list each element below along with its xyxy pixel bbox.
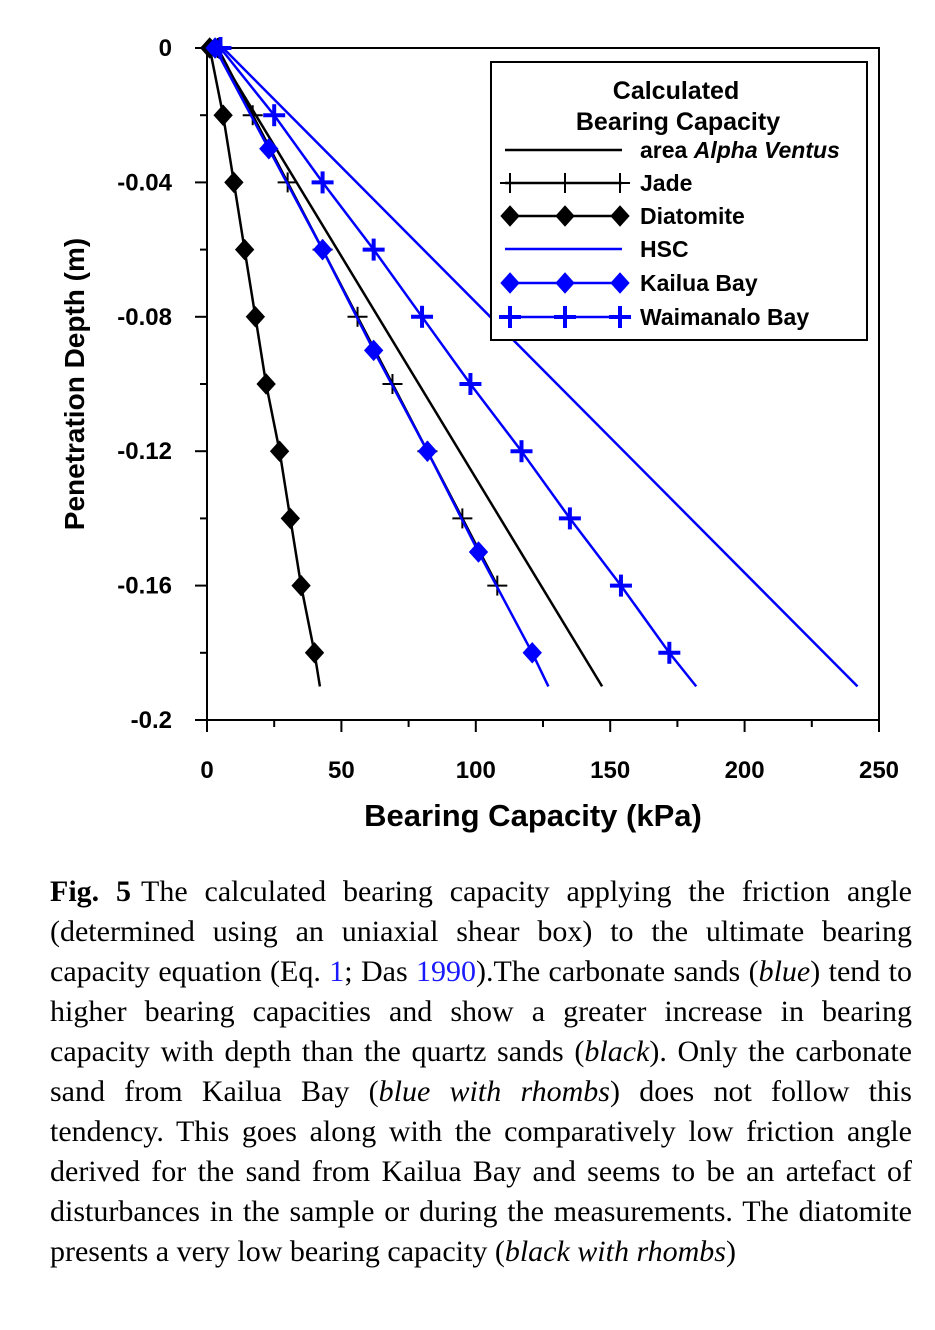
data-point-diatomite (245, 306, 266, 328)
data-point-jade (242, 105, 263, 126)
y-tick-label: -0.08 (117, 304, 172, 331)
x-tick-label: 100 (456, 757, 496, 784)
y-tick-label: 0 (159, 35, 172, 62)
legend-entry-diatomite: Diatomite (500, 203, 745, 229)
caption-italic-black-rhombs: black with rhombs (504, 1235, 726, 1268)
legend-marker (555, 173, 575, 193)
figure-caption: Fig. 5 The calculated bearing capacity ap… (50, 872, 912, 1272)
legend-title-line2: Bearing Capacity (576, 108, 780, 136)
legend-marker (500, 173, 520, 193)
data-point-diatomite (291, 574, 311, 597)
legend-marker (554, 306, 576, 328)
caption-citation-link[interactable]: 1990 (416, 955, 477, 988)
x-tick-label: 150 (590, 757, 630, 784)
caption-text-2: ; Das (344, 955, 417, 988)
legend-entries: area Alpha VentusJadeDiatomiteHSCKailua … (499, 137, 840, 330)
caption-equation-link[interactable]: 1 (329, 955, 345, 988)
legend: Calculated Bearing Capacity area Alpha V… (490, 61, 868, 341)
legend-marker (555, 205, 575, 227)
y-axis-label: Penetration Depth (m) (59, 238, 90, 530)
data-point-kailua-bay (259, 138, 279, 160)
data-point-waimanalo-bay (311, 171, 334, 194)
caption-text-3: ).The carbonate sands ( (476, 955, 759, 988)
data-point-kailua-bay (468, 541, 489, 563)
caption-text-5: ). Only the carbonate sand from Kailua B… (50, 1035, 912, 1108)
caption-label: Fig. 5 (50, 875, 132, 908)
data-point-diatomite (213, 104, 233, 126)
y-tick-label: -0.04 (117, 169, 172, 196)
legend-entry-kailua-bay: Kailua Bay (500, 270, 758, 296)
series-line-kailua-bay (213, 47, 550, 687)
legend-entry-hsc: HSC (505, 236, 689, 262)
data-point-waimanalo-bay (510, 440, 533, 463)
data-point-waimanalo-bay (609, 574, 632, 597)
data-point-waimanalo-bay (263, 104, 286, 127)
legend-marker (500, 272, 520, 294)
series-kailua-bay (205, 37, 550, 687)
legend-label: Kailua Bay (640, 270, 758, 296)
series-layer (200, 37, 859, 688)
data-point-kailua-bay (312, 238, 333, 261)
bearing-capacity-chart: 0 50 100 150 200 250 0 -0.04 -0.08 -0.12 -0.16 -0.2… (59, 35, 899, 833)
data-point-waimanalo-bay (209, 37, 232, 59)
data-point-kailua-bay (417, 440, 438, 462)
legend-entry-waimanalo-bay: Waimanalo Bay (499, 304, 809, 330)
data-point-diatomite (224, 171, 244, 194)
x-tick-label: 250 (859, 757, 899, 784)
legend-entry-jade: Jade (500, 170, 692, 196)
series-diatomite (200, 37, 325, 687)
y-tick-label: -0.12 (117, 438, 172, 465)
legend-label: Diatomite (640, 203, 745, 229)
series-waimanalo-bay (209, 37, 698, 688)
legend-box (490, 61, 868, 341)
data-point-diatomite (280, 507, 301, 530)
legend-label: HSC (640, 236, 689, 262)
axis-ticks (195, 47, 880, 732)
data-point-waimanalo-bay (459, 373, 482, 395)
legend-label: Waimanalo Bay (640, 304, 809, 330)
data-point-diatomite (234, 238, 255, 261)
series-line-hsc (222, 47, 859, 688)
caption-italic-black: black (584, 1035, 650, 1068)
data-point-diatomite (256, 373, 276, 395)
x-axis-label: Bearing Capacity (kPa) (364, 798, 702, 833)
data-point-waimanalo-bay (558, 507, 581, 530)
series-hsc (222, 47, 859, 688)
legend-entry-area-alpha-ventus: area Alpha Ventus (505, 137, 840, 163)
legend-marker (499, 306, 521, 328)
series-area-alpha-ventus (214, 47, 604, 688)
legend-label: Jade (640, 170, 692, 196)
legend-marker (610, 272, 630, 294)
data-point-diatomite (304, 642, 325, 664)
legend-label-italic: Alpha Ventus (693, 137, 840, 163)
series-line-area-alpha-ventus (214, 47, 604, 688)
data-point-waimanalo-bay (362, 238, 385, 261)
legend-marker (500, 205, 520, 227)
legend-marker (610, 173, 630, 193)
caption-text-6: ) does not follow this tendency. This go… (50, 1075, 912, 1268)
caption-text-1: The calculated bearing capacity applying… (50, 875, 912, 988)
data-point-waimanalo-bay (658, 641, 681, 664)
x-tick-label: 50 (328, 757, 355, 784)
caption-text-7: ) (725, 1235, 736, 1268)
caption-italic-blue: blue (758, 955, 811, 988)
caption-italic-blue-rhombs: blue with rhombs (378, 1075, 610, 1108)
legend-title-line1: Calculated (613, 77, 739, 105)
legend-marker (609, 306, 631, 328)
data-point-kailua-bay (363, 339, 384, 362)
caption-text-4: ) tend to higher bearing capacities and … (50, 955, 912, 1068)
y-tick-label: -0.16 (117, 573, 172, 600)
legend-marker (610, 205, 630, 227)
data-point-waimanalo-bay (411, 305, 434, 328)
data-point-diatomite (269, 440, 290, 462)
data-point-kailua-bay (522, 642, 542, 664)
legend-label: area Alpha Ventus (640, 137, 840, 163)
y-tick-label: -0.2 (131, 707, 172, 734)
legend-marker (555, 272, 575, 294)
x-tick-label: 0 (200, 757, 213, 784)
legend-label-prefix: area (640, 137, 694, 163)
x-tick-label: 200 (725, 757, 765, 784)
axis-tick-labels: 0 50 100 150 200 250 0 -0.04 -0.08 -0.12 -0.16 -0.2 (117, 35, 899, 784)
